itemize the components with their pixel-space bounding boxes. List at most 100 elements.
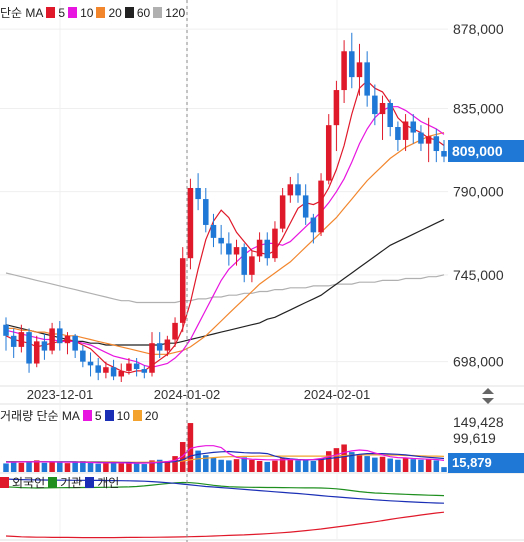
- candle-body: [433, 136, 440, 152]
- candle-body: [172, 322, 178, 340]
- volume-bar: [187, 423, 194, 472]
- price-legend: 단순 MA 5 10 20 60 120: [0, 4, 185, 21]
- volume-bar: [302, 459, 309, 472]
- candle-body: [72, 335, 78, 351]
- volume-bar: [241, 457, 247, 472]
- ma20-line: [6, 132, 445, 355]
- volume-bar: [410, 459, 417, 472]
- volume-bar: [87, 462, 94, 472]
- volume-bar: [72, 461, 78, 472]
- ma120-swatch: [153, 7, 163, 18]
- volume-bar: [141, 464, 148, 472]
- volume-bar: [10, 462, 17, 472]
- candle-body: [80, 350, 86, 362]
- volume-bar: [133, 463, 140, 472]
- ma5-swatch: [46, 7, 56, 18]
- candle-body: [302, 195, 309, 218]
- volume-bar: [395, 459, 401, 472]
- volume-bar: [49, 461, 55, 472]
- candle-body: [379, 102, 386, 115]
- volume-bar: [57, 462, 63, 472]
- volume-bar: [18, 462, 25, 472]
- volume-bar: [333, 448, 340, 472]
- volume-bar: [172, 456, 178, 472]
- volume-bars: [3, 423, 447, 472]
- candle-body: [133, 363, 140, 370]
- candle-body: [118, 370, 125, 377]
- candle-body: [295, 184, 301, 196]
- candle-body: [310, 217, 317, 233]
- vol-ma5-label: 5: [94, 408, 102, 423]
- candle-body: [287, 184, 294, 196]
- candle-body: [195, 187, 201, 200]
- date-axis-labels: 2023-12-01 2024-01-02 2024-02-01: [27, 387, 371, 402]
- volume-bar: [110, 462, 117, 472]
- price-tick-label: 745,000: [453, 267, 504, 283]
- volume-bar: [279, 458, 286, 472]
- candle-body: [425, 136, 432, 144]
- volume-bar: [103, 463, 109, 472]
- current-volume-tag: 15,879: [448, 453, 524, 473]
- candle-body: [18, 332, 25, 347]
- candle-body: [10, 335, 17, 347]
- candle-body: [141, 369, 148, 373]
- volume-bar: [441, 467, 447, 472]
- candle-body: [49, 328, 55, 351]
- candle-body: [241, 247, 247, 275]
- price-legend-title: 단순 MA: [0, 6, 44, 20]
- candle-body: [418, 132, 424, 144]
- volume-bar: [433, 460, 440, 472]
- candle-body: [372, 95, 378, 115]
- candle-body: [256, 239, 263, 257]
- ma10-line: [5, 106, 445, 368]
- volume-bar: [272, 460, 278, 472]
- price-tick-label: 698,000: [453, 354, 504, 370]
- foreign-label: 외국인: [12, 476, 46, 490]
- candle-body: [179, 258, 186, 323]
- candle-body: [333, 90, 340, 126]
- individual-swatch: [85, 477, 95, 488]
- volume-bar: [379, 456, 386, 472]
- candle-body: [226, 243, 232, 255]
- candle-body: [264, 239, 271, 259]
- volume-bar: [233, 459, 240, 472]
- volume-bar: [218, 459, 224, 472]
- candle-body: [126, 363, 132, 371]
- candle-body: [364, 62, 370, 96]
- volume-bar: [249, 459, 255, 472]
- volume-bar: [156, 459, 163, 472]
- volume-bar: [387, 458, 393, 472]
- institution-label: 기관: [60, 476, 83, 490]
- candle-body: [272, 228, 278, 259]
- volume-bar: [179, 442, 186, 472]
- volume-bar: [356, 454, 363, 472]
- volume-bar: [41, 462, 48, 472]
- volume-bar: [210, 457, 217, 472]
- vol-ma20-line: [6, 454, 445, 463]
- candle-body: [110, 367, 117, 377]
- volume-bar: [418, 459, 424, 472]
- candle-body: [33, 341, 40, 364]
- volume-bar: [80, 460, 86, 472]
- candle-body: [249, 256, 255, 275]
- price-moving-averages: [5, 79, 445, 374]
- individual-label: 개인: [97, 476, 120, 490]
- volume-bar: [256, 460, 263, 472]
- volume-bar: [349, 452, 355, 472]
- volume-bar: [195, 450, 201, 472]
- foreign-swatch: [0, 477, 9, 488]
- resize-handle-icon[interactable]: [481, 387, 495, 405]
- candle-body: [64, 335, 71, 344]
- ma60-swatch: [124, 7, 134, 18]
- investor-lines: [5, 478, 445, 539]
- candle-body: [341, 51, 347, 91]
- volume-bar: [64, 463, 71, 472]
- candle-body: [218, 237, 224, 244]
- volume-bar: [118, 463, 125, 472]
- price-tick-label: 790,000: [453, 184, 504, 200]
- volume-bar: [126, 462, 132, 472]
- candle-body: [103, 367, 109, 373]
- candle-body: [210, 224, 217, 238]
- volume-legend: 거래량 단순 MA 5 10 20: [0, 407, 158, 424]
